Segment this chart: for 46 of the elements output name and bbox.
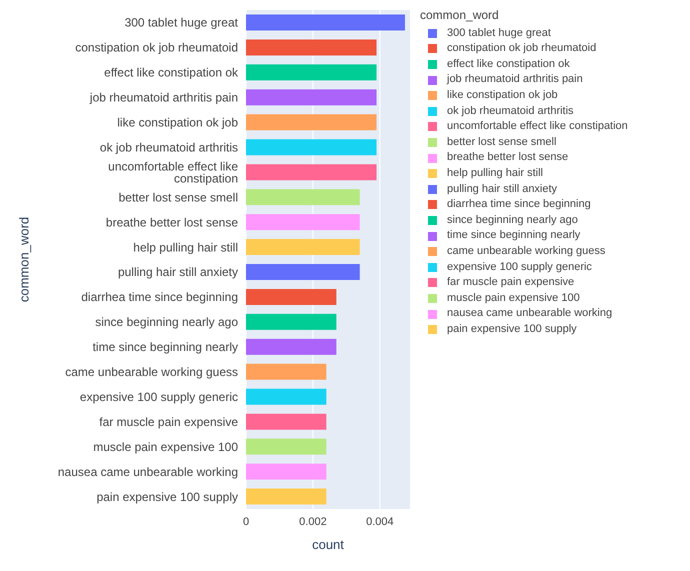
y-tick-label: constipation ok job rheumatoid — [75, 40, 238, 55]
y-tick-label: expensive 100 supply generic — [80, 390, 238, 404]
y-tick-label: pain expensive 100 supply — [96, 490, 238, 504]
y-tick-label: diarrhea time since beginning — [81, 290, 238, 304]
legend-label: nausea came unbearable working — [447, 306, 612, 322]
y-tick-label: nausea came unbearable working — [58, 464, 238, 479]
legend-label: expensive 100 supply generic — [447, 260, 592, 274]
legend-label: pain expensive 100 supply — [447, 322, 577, 337]
legend-label: better lost sense smell — [447, 134, 556, 150]
x-axis-title: count — [312, 537, 344, 552]
legend-label: like constipation ok job — [447, 88, 558, 103]
y-tick-label: ok job rheumatoid arthritis — [100, 140, 238, 154]
y-tick-label: came unbearable working guess — [65, 365, 238, 380]
legend-label: constipation ok job rheumatoid — [447, 41, 596, 56]
y-tick-label: time since beginning nearly — [92, 340, 238, 354]
y-axis-title: common_word — [16, 216, 32, 302]
y-tick-label: like constipation ok job — [117, 116, 238, 130]
legend-label: diarrhea time since beginning — [447, 197, 591, 212]
legend-label: job rheumatoid arthritis pain — [447, 72, 583, 88]
y-tick-label: 300 tablet huge great — [124, 16, 239, 30]
legend-label: effect like constipation ok — [447, 56, 570, 72]
y-tick-label: job rheumatoid arthritis pain — [88, 90, 238, 105]
y-tick-label: since beginning nearly ago — [95, 315, 238, 330]
x-tick-label: 0.002 — [299, 516, 327, 528]
x-tick-label: 0 — [242, 516, 250, 528]
legend-label: since beginning nearly ago — [447, 212, 578, 228]
legend-label: 300 tablet huge great — [447, 26, 551, 41]
legend-label: pulling hair still anxiety — [447, 182, 558, 197]
y-tick-label: far muscle pain expensive — [99, 414, 238, 429]
legend-label: uncomfortable effect like constipation — [447, 119, 628, 134]
y-tick-label: better lost sense smell — [118, 190, 238, 204]
legend-label: far muscle pain expensive — [447, 275, 574, 290]
legend-label: came unbearable working guess — [447, 244, 606, 259]
y-tick-label: muscle pain expensive 100 — [93, 440, 238, 454]
legend-title: common_word — [420, 8, 500, 24]
y-tick-label: help pulling hair still — [133, 240, 238, 254]
x-tick-label: 0.004 — [366, 516, 394, 528]
legend-label: muscle pain expensive 100 — [447, 290, 580, 306]
legend-label: ok job rheumatoid arthritis — [447, 104, 574, 119]
y-tick-label: pulling hair still anxiety — [118, 265, 238, 280]
y-tick-label: breathe better lost sense — [106, 215, 238, 230]
y-tick-label: effect like constipation ok — [104, 66, 239, 80]
y-tick-label: uncomfortable effect like constipation — [108, 159, 238, 186]
legend-label: help pulling hair still — [447, 166, 543, 181]
legend-label: breathe better lost sense — [447, 150, 568, 166]
legend-label: time since beginning nearly — [447, 228, 580, 244]
